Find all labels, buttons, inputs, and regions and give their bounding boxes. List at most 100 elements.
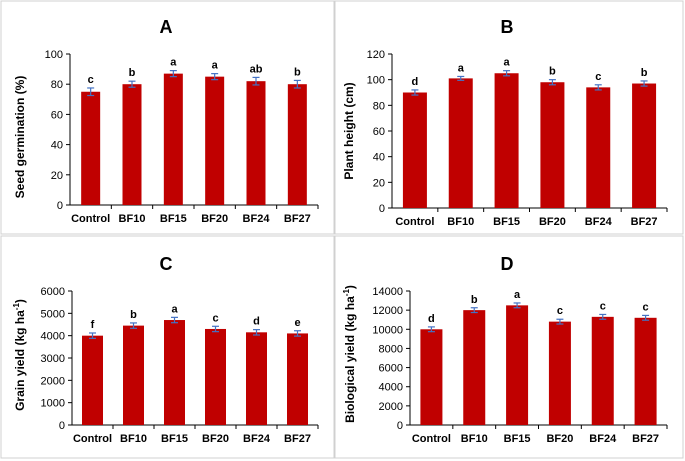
panel-b-bar-bf15 (494, 73, 519, 208)
panel-a-y-axis-title-text: Seed germination (%) (13, 76, 27, 199)
panel-d-y-tick-label: 8000 (379, 343, 403, 355)
panel-c-error-bar-control (89, 332, 96, 339)
panel-b-y-tick-label: 120 (367, 49, 385, 61)
panel-b-significance-letter: a (458, 62, 465, 74)
panel-d-y-axis-title-text: Biological yield (kg ha (343, 296, 357, 423)
panel-d-error-bar-bf10 (470, 307, 478, 314)
panel-a-category-label: BF24 (243, 213, 271, 225)
panel-b-error-bar-bf24 (594, 84, 602, 91)
panel-a-significance-letter: b (294, 66, 301, 78)
panel-c-y-axis-title: Grain yield (kg ha-1) (12, 299, 27, 411)
panel-b-category-label: BF15 (493, 216, 520, 228)
panel-d-error-bar-control (427, 326, 435, 333)
panel-a-category-label: Control (71, 213, 110, 225)
panel-d-significance-letter: d (428, 313, 435, 325)
panel-c-letter: C (160, 254, 173, 274)
panel-b-category-label: BF10 (447, 216, 474, 228)
panel-d-error-bar-bf24 (599, 313, 607, 320)
panel-b-y-tick-label: 40 (373, 152, 385, 164)
panel-c-plot-area: 0 1000 2000 3000 4000 5000 6000 f Control b BF10 a B… (41, 286, 319, 445)
panel-a-significance-letter: b (129, 67, 136, 79)
panel-b: B Plant height (cm) 0 20 40 60 80 100 120 d Cont… (334, 0, 684, 235)
panel-a-category-label: BF10 (119, 213, 146, 225)
panel-d-y-axis-title-sup: -1 (342, 289, 351, 297)
panel-b-error-bar-bf15 (503, 70, 511, 77)
panel-d-category-label: BF27 (632, 433, 659, 445)
panel-c-error-bar-bf27 (294, 330, 301, 337)
panel-d-y-axis-title: Biological yield (kg ha-1) (342, 285, 357, 423)
panel-c-significance-letter: b (130, 309, 137, 321)
panel-b-category-label: BF20 (539, 216, 566, 228)
panel-a-bar-bf10 (122, 84, 142, 205)
panel-a-y-tick-label: 100 (45, 49, 63, 61)
panel-c-error-bar-bf24 (253, 329, 260, 336)
panel-c-bar-bf27 (287, 333, 308, 425)
panel-c-significance-letter: c (212, 312, 218, 324)
panel-c-bar-control (82, 335, 103, 425)
panel-d-bar-bf15 (506, 305, 529, 425)
panel-b-y-tick-label: 80 (373, 100, 385, 112)
panel-c-error-bar-bf20 (212, 325, 219, 333)
panel-d-significance-letter: a (514, 289, 521, 301)
panel-c-significance-letter: a (171, 303, 178, 315)
panel-d-y-tick-label: 2000 (379, 401, 403, 413)
panel-a-significance-letter: a (170, 57, 177, 69)
panel-b-y-axis-title-text: Plant height (cm) (342, 82, 356, 179)
panel-a-category-label: BF27 (284, 213, 311, 225)
panel-a-plot-area: 0 20 40 60 80 100 c Control b BF10 a BF15 a BF20 ab BF2… (45, 49, 319, 225)
panel-a-error-bar-bf10 (128, 80, 136, 88)
panel-c-significance-letter: d (253, 316, 260, 328)
panel-b-bar-control (402, 92, 427, 208)
panel-d-significance-letter: c (557, 305, 563, 317)
panel-d-significance-letter: b (471, 294, 478, 306)
panel-c-y-axis-title-text: Grain yield (kg ha (13, 310, 27, 411)
panel-d-category-label: BF24 (589, 433, 617, 445)
panel-d-bar-bf10 (463, 310, 486, 425)
panel-c-category-label: BF24 (243, 433, 271, 445)
panel-b-bar-bf27 (632, 83, 657, 208)
panel-b-significance-letter: c (595, 71, 601, 83)
panel-c-y-tick-label: 0 (59, 420, 65, 432)
panel-b-significance-letter: b (641, 67, 648, 79)
panel-a-significance-letter: c (88, 74, 94, 86)
panel-d-category-label: BF20 (546, 433, 573, 445)
panel-c-y-axis-title-sup: -1 (12, 303, 21, 311)
panel-c-category-label: BF20 (202, 433, 229, 445)
panel-a-significance-letter: ab (250, 63, 263, 75)
panel-d: D Biological yield (kg ha-1) 0 2000 4000 60… (334, 235, 684, 459)
panel-d-error-bar-bf20 (556, 318, 564, 325)
panel-c-y-tick-label: 3000 (41, 353, 65, 365)
panel-a-bar-bf24 (246, 81, 266, 205)
panel-c-y-tick-label: 4000 (41, 331, 65, 343)
panel-d-category-label: BF10 (461, 433, 488, 445)
panel-c-error-bar-bf10 (130, 322, 137, 329)
panel-c-category-label: BF15 (161, 433, 188, 445)
panel-a-y-tick-label: 40 (51, 140, 63, 152)
panel-a-y-tick-label: 20 (51, 170, 63, 182)
panel-b-y-axis-title: Plant height (cm) (342, 82, 356, 179)
panel-d-bar-bf24 (591, 316, 614, 425)
panel-b-significance-letter: d (412, 76, 419, 88)
panel-c-significance-letter: e (294, 317, 300, 329)
panel-a-bar-control (81, 91, 101, 205)
panel-b-error-bar-bf27 (640, 80, 648, 87)
panel-b-category-label: Control (395, 216, 434, 228)
panel-d-bar-bf27 (634, 317, 657, 425)
panel-a-y-tick-label: 0 (57, 200, 63, 212)
panel-b-error-bar-bf20 (548, 79, 556, 86)
panel-c-y-tick-label: 2000 (41, 375, 65, 387)
panel-a-significance-letter: a (212, 60, 219, 72)
panel-c-y-tick-label: 1000 (41, 398, 65, 410)
panel-c: C Grain yield (kg ha-1) 0 1000 2000 3000 400… (0, 235, 335, 459)
panel-d-significance-letter: c (643, 301, 649, 313)
panel-b-bar-bf24 (586, 87, 611, 208)
panel-a-bar-bf15 (163, 73, 183, 205)
panel-b-error-bar-control (411, 89, 419, 96)
panel-b-error-bar-bf10 (457, 75, 465, 81)
panel-a-bar-bf20 (205, 76, 225, 206)
panel-b-y-tick-label: 20 (373, 177, 385, 189)
panel-c-category-label: BF27 (284, 433, 311, 445)
panel-d-y-axis-title-tail: ) (343, 285, 357, 289)
panel-b-bar-bf10 (448, 78, 473, 208)
